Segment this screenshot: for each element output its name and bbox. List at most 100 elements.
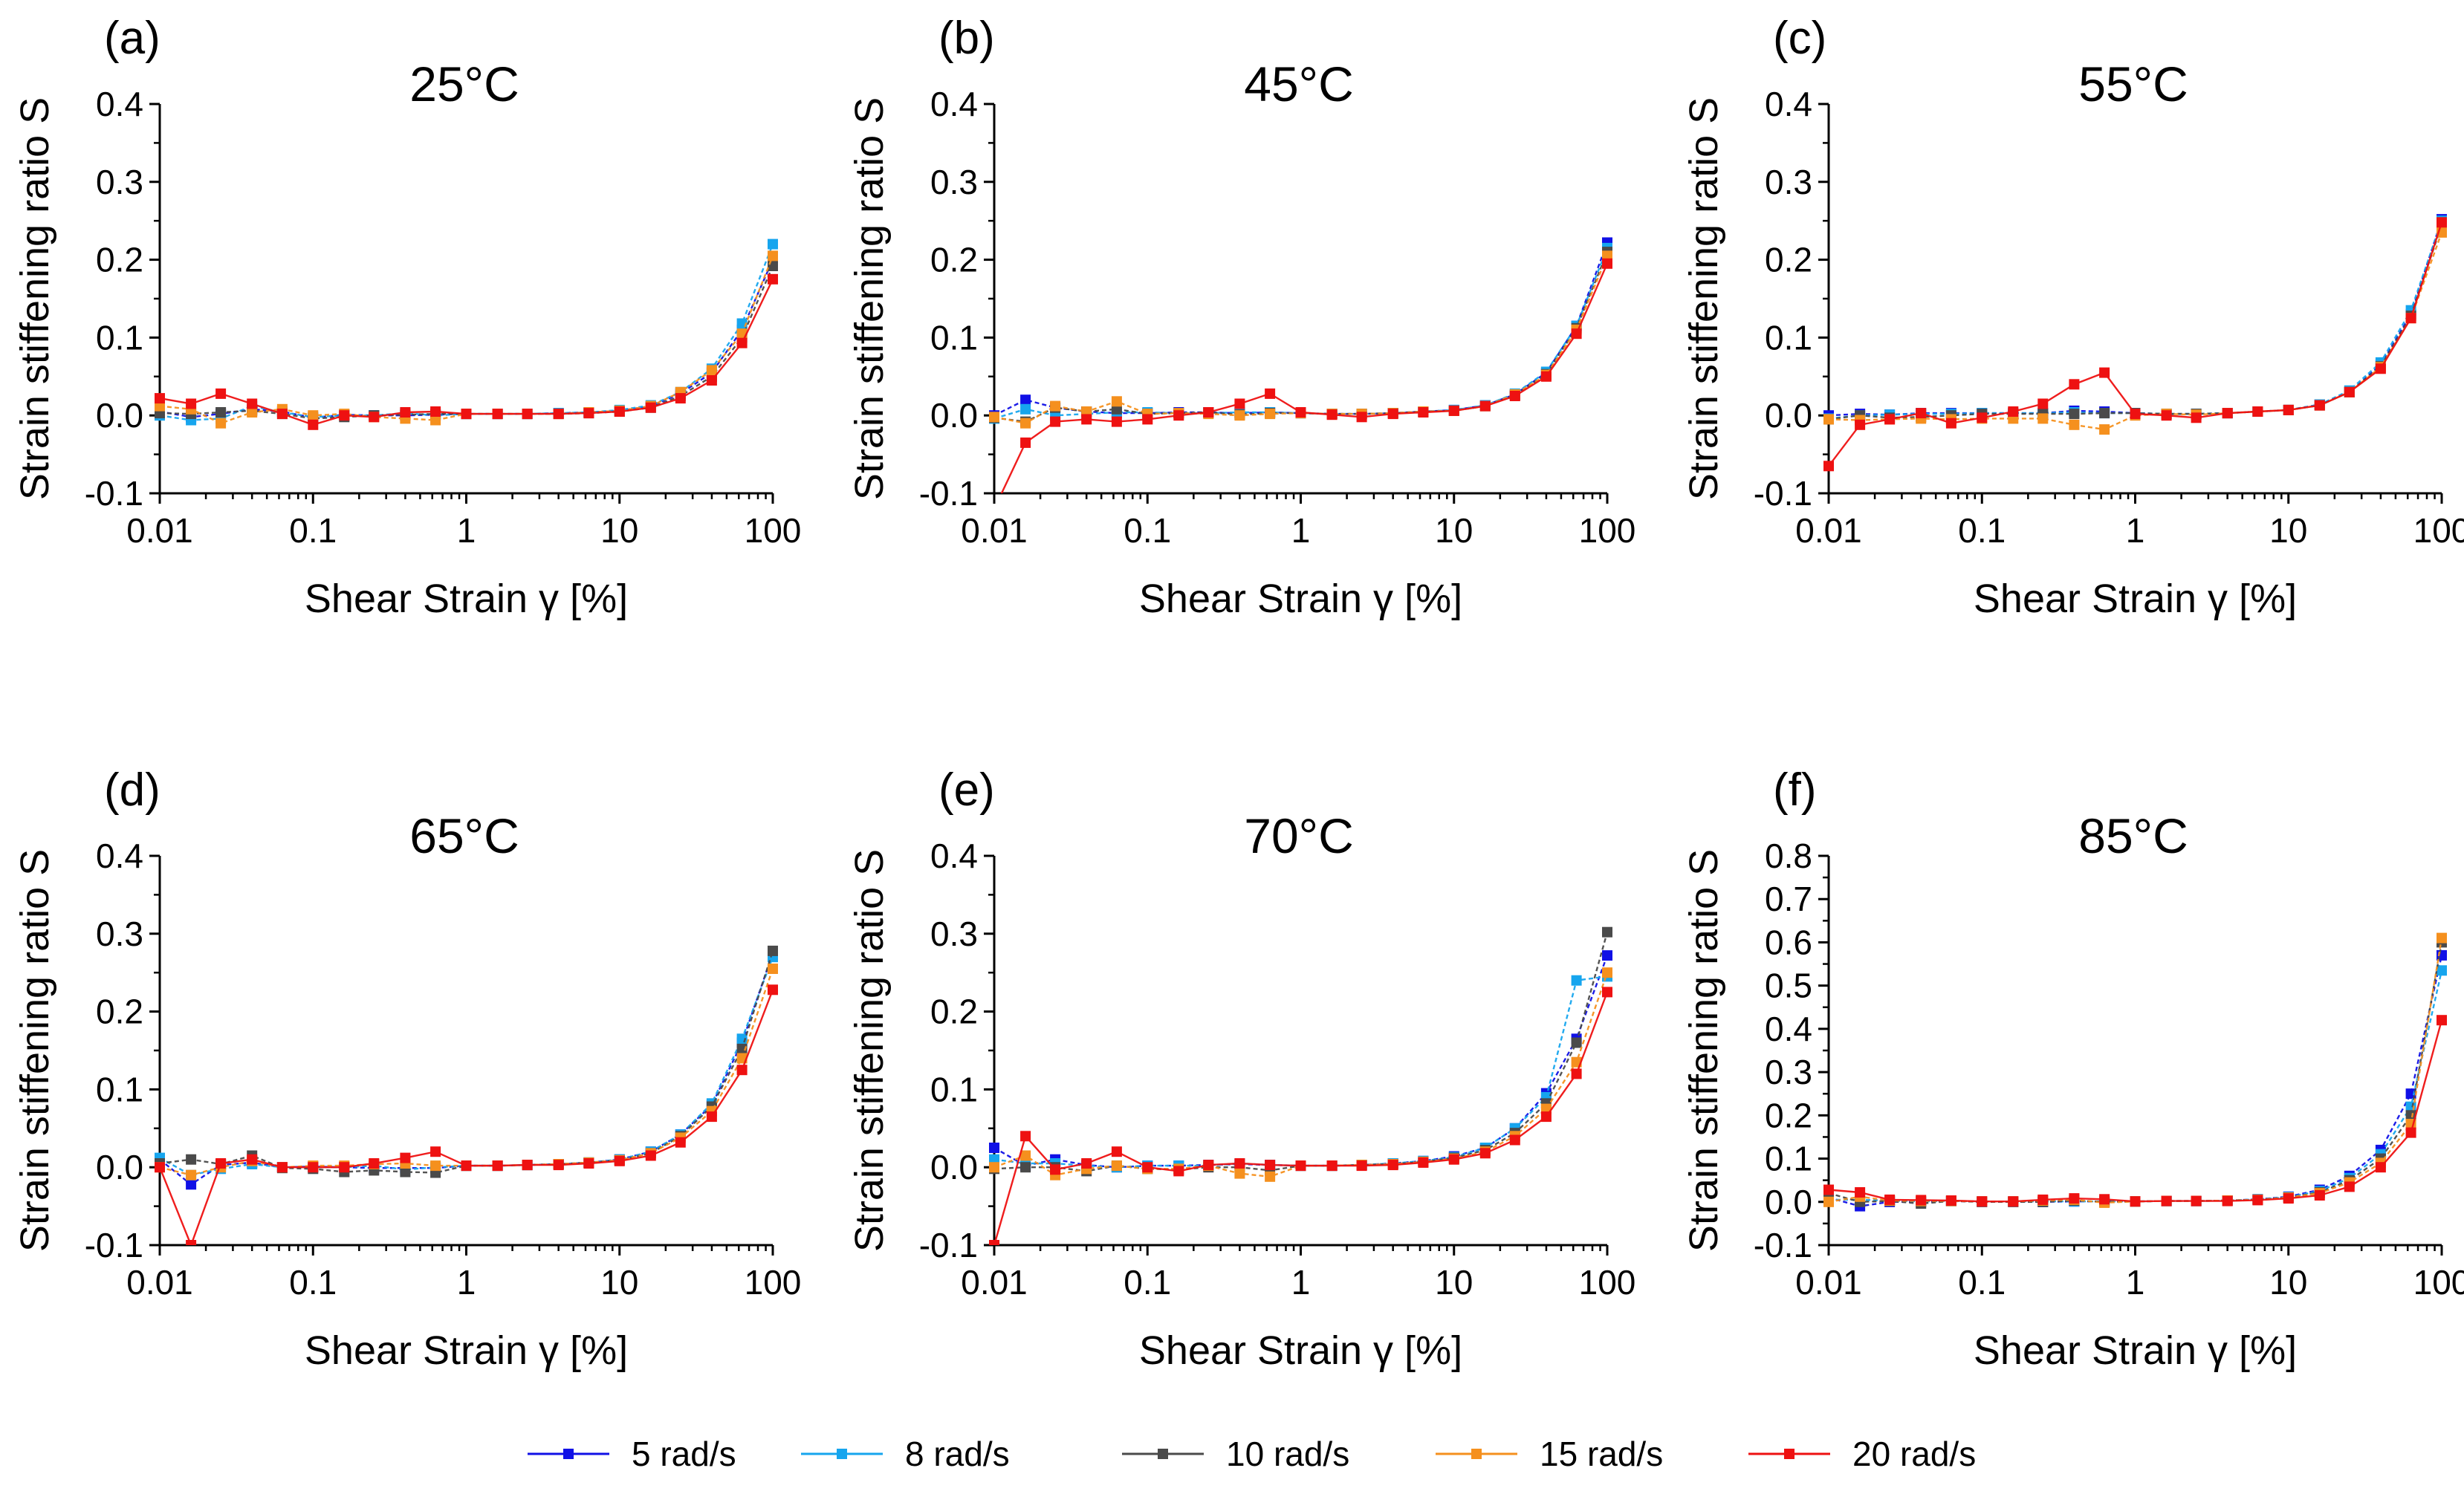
x-tick-label: 1 bbox=[1291, 511, 1311, 550]
panel-title: 45°C bbox=[1244, 56, 1353, 111]
data-point bbox=[2069, 379, 2080, 390]
panel-label: (b) bbox=[938, 13, 995, 64]
data-point bbox=[645, 402, 656, 413]
data-point bbox=[1509, 1134, 1520, 1146]
y-tick-label: 0.6 bbox=[1765, 923, 1812, 961]
chart-panel-3: -0.1 0.0 0.1 0.2 0.3 0.4 0.01 0.1 1 10 100 Shear St… bbox=[1682, 13, 2464, 621]
y-tick-label: 0.3 bbox=[1765, 1053, 1812, 1091]
data-point bbox=[1916, 408, 1927, 419]
data-point bbox=[2037, 413, 2049, 424]
y-axis-label: Strain stiffening ratio S bbox=[13, 849, 57, 1252]
y-tick-label: -0.1 bbox=[85, 1226, 143, 1264]
y-tick-label: 0.2 bbox=[930, 241, 978, 279]
y-tick-label: 0.0 bbox=[1765, 396, 1812, 435]
x-tick-label: 1 bbox=[457, 511, 476, 550]
data-point bbox=[400, 1166, 411, 1178]
data-point bbox=[276, 1162, 288, 1173]
data-point bbox=[369, 1158, 380, 1169]
series-20-rad-s bbox=[1000, 258, 1612, 493]
data-point bbox=[583, 1158, 594, 1169]
data-point bbox=[308, 1162, 319, 1173]
series-line bbox=[1828, 221, 2443, 467]
x-tick-label: 0.1 bbox=[1958, 1263, 2006, 1302]
series-20-rad-s bbox=[155, 273, 778, 430]
series-line bbox=[1000, 263, 1609, 493]
data-point bbox=[2437, 1015, 2447, 1026]
data-point bbox=[1020, 403, 1031, 415]
series-line bbox=[993, 242, 1609, 417]
data-point bbox=[989, 1240, 999, 1245]
chart-panel-2: -0.1 0.0 0.1 0.2 0.3 0.4 0.01 0.1 1 10 100 Shear St… bbox=[847, 13, 1635, 621]
y-tick-label: 0.4 bbox=[1765, 85, 1812, 123]
data-point bbox=[1173, 410, 1184, 421]
y-tick-label: 0.3 bbox=[930, 915, 978, 953]
y-tick-label: 0.1 bbox=[930, 318, 978, 357]
data-point bbox=[2037, 398, 2049, 409]
data-point bbox=[1945, 1195, 1956, 1206]
data-point bbox=[1050, 416, 1061, 427]
x-tick-label: 10 bbox=[600, 511, 638, 550]
data-point bbox=[1050, 400, 1061, 412]
y-tick-label: 0.4 bbox=[96, 837, 143, 875]
legend-label: 5 rad/s bbox=[632, 1435, 736, 1473]
data-point bbox=[339, 410, 350, 421]
data-point bbox=[1265, 409, 1276, 420]
data-point bbox=[1823, 1196, 1834, 1207]
data-point bbox=[1111, 1160, 1122, 1172]
y-tick-label: 0.2 bbox=[96, 241, 143, 279]
data-point bbox=[2344, 386, 2355, 397]
x-tick-label: 10 bbox=[1435, 511, 1473, 550]
data-point bbox=[2099, 367, 2110, 378]
data-point bbox=[2069, 419, 2080, 430]
x-tick-label: 0.01 bbox=[1795, 1263, 1862, 1302]
data-point bbox=[736, 337, 748, 348]
data-point bbox=[215, 1158, 227, 1169]
data-point bbox=[215, 418, 227, 429]
panel-title: 65°C bbox=[409, 808, 519, 863]
data-point bbox=[768, 984, 778, 996]
data-point bbox=[1020, 1150, 1031, 1161]
x-tick-label: 100 bbox=[745, 1263, 802, 1302]
legend-marker bbox=[837, 1449, 847, 1459]
y-tick-label: 0.3 bbox=[96, 163, 143, 201]
data-point bbox=[2344, 1181, 2355, 1192]
x-tick-label: 0.01 bbox=[126, 1263, 193, 1302]
data-point bbox=[1387, 409, 1398, 420]
series-line bbox=[159, 950, 774, 1174]
data-point bbox=[2283, 1193, 2294, 1204]
data-point bbox=[247, 398, 258, 409]
panel-label: (d) bbox=[104, 764, 161, 816]
series-line bbox=[158, 989, 774, 1245]
x-tick-label: 100 bbox=[1579, 1263, 1636, 1302]
series-20-rad-s bbox=[989, 987, 1612, 1245]
data-point bbox=[2130, 1196, 2141, 1207]
chart-panel-5: -0.1 0.0 0.1 0.2 0.3 0.4 0.01 0.1 1 10 100 Shear St… bbox=[847, 764, 1635, 1373]
data-point bbox=[1479, 1148, 1491, 1159]
data-point bbox=[553, 1160, 564, 1171]
x-tick-label: 1 bbox=[457, 1263, 476, 1302]
y-tick-label: 0.4 bbox=[96, 85, 143, 123]
legend-label: 8 rad/s bbox=[905, 1435, 1010, 1473]
series-line bbox=[993, 972, 1609, 1178]
legend-marker bbox=[1158, 1449, 1168, 1459]
x-tick-label: 0.01 bbox=[126, 511, 193, 550]
data-point bbox=[2161, 1195, 2172, 1206]
y-tick-label: 0.1 bbox=[930, 1070, 978, 1108]
data-point bbox=[1111, 416, 1122, 427]
y-tick-label: 0.4 bbox=[930, 837, 978, 875]
data-point bbox=[989, 1162, 999, 1173]
data-point bbox=[614, 406, 625, 417]
data-point bbox=[1448, 1154, 1459, 1165]
panel-title: 25°C bbox=[409, 56, 519, 111]
y-tick-label: 0.2 bbox=[1765, 1096, 1812, 1134]
x-tick-label: 100 bbox=[1579, 511, 1636, 550]
data-point bbox=[2099, 424, 2110, 435]
data-point bbox=[2405, 313, 2416, 324]
y-axis-label: Strain stiffening ratio S bbox=[847, 849, 892, 1252]
data-point bbox=[1326, 1160, 1338, 1172]
x-tick-label: 10 bbox=[2269, 1263, 2307, 1302]
x-tick-label: 100 bbox=[745, 511, 802, 550]
series-line bbox=[1828, 938, 2443, 1204]
x-tick-label: 10 bbox=[2269, 511, 2307, 550]
data-point bbox=[1571, 975, 1582, 986]
